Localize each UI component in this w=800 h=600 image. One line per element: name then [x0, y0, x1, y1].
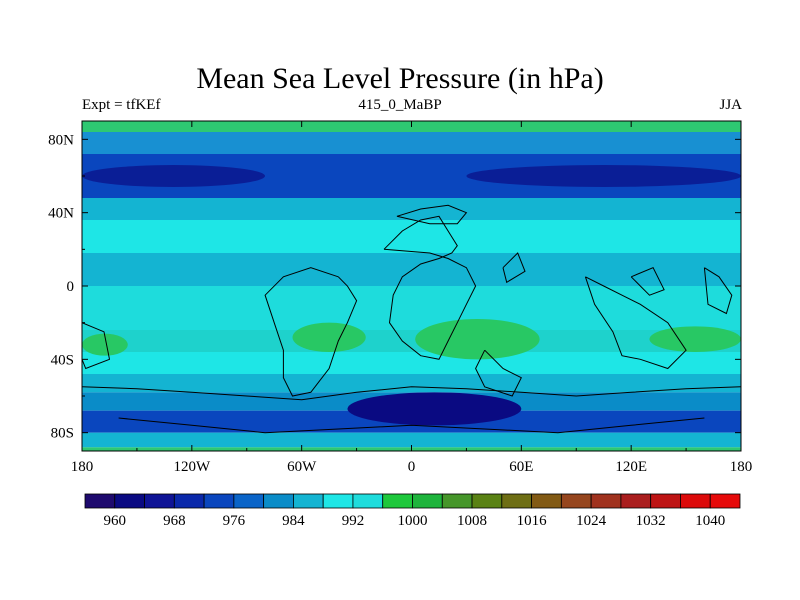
pressure-band-9 [82, 374, 741, 393]
pressure-band-6 [82, 286, 741, 330]
colorbar-swatch-9 [352, 493, 384, 509]
high-pressure-cell-5 [415, 319, 540, 360]
colorbar-label: 984 [282, 513, 305, 529]
x-tick-label: 120W [173, 459, 211, 475]
colorbar-swatch-4 [203, 493, 235, 509]
colorbar-swatch-17 [590, 493, 622, 509]
colorbar-label: 1008 [457, 513, 487, 529]
pressure-band-1 [82, 132, 741, 154]
coastline-7 [118, 417, 705, 434]
colorbar-swatch-5 [233, 493, 265, 509]
coastline-8 [475, 349, 522, 397]
coastline-2 [264, 267, 358, 397]
subtitle-left: Expt = tfKEf [82, 97, 161, 113]
subtitle-center: 415_0_MaBP [358, 97, 442, 113]
pressure-band-7 [82, 330, 741, 352]
colorbar-swatch-6 [263, 493, 294, 509]
colorbar-label: 1024 [576, 513, 607, 529]
map-layer [82, 121, 741, 451]
colorbar-swatch-21 [709, 493, 741, 509]
y-tick-label: 80N [48, 132, 74, 148]
colorbar-label: 1040 [695, 513, 725, 529]
colorbar-swatch-19 [650, 493, 681, 509]
x-tick-label: 180 [730, 459, 753, 475]
coastline-6 [82, 386, 741, 401]
x-tick-label: 0 [408, 459, 416, 475]
colorbar-swatch-3 [173, 493, 205, 509]
high-pressure-cell-4 [292, 322, 366, 353]
y-tick-label: 80S [51, 426, 74, 442]
colorbar-label: 968 [163, 513, 186, 529]
subtitle-right: JJA [719, 97, 742, 113]
low-pressure-cell-2 [347, 392, 522, 426]
high-pressure-cell-6 [649, 326, 741, 352]
colorbar-label: 1000 [398, 513, 428, 529]
coastline-10 [502, 252, 526, 284]
y-tick-label: 40N [48, 206, 74, 222]
colorbar-swatch-14 [501, 493, 532, 509]
chart-title: Mean Sea Level Pressure (in hPa) [196, 62, 604, 95]
colorbar-swatch-2 [144, 493, 175, 509]
colorbar-swatch-7 [293, 493, 324, 509]
colorbar-label: 1016 [517, 513, 548, 529]
colorbar-label: 992 [342, 513, 365, 529]
coastline-3 [584, 276, 687, 370]
coastline-5 [82, 322, 111, 370]
colorbar-swatch-20 [680, 493, 711, 509]
colorbar-swatch-10 [382, 493, 413, 509]
colorbar-label: 1032 [636, 513, 666, 529]
colorbar: 960 968 976 984 992 1000 1008 1016 1024 1032 1040 [84, 493, 741, 529]
colorbar-swatch-18 [620, 493, 652, 509]
colorbar-swatch-16 [560, 493, 592, 509]
x-tick-label: 60W [287, 459, 317, 475]
high-pressure-cell-3 [82, 333, 128, 356]
low-pressure-cell-1 [466, 165, 741, 187]
coastline-layer [82, 204, 741, 434]
colorbar-swatch-11 [412, 493, 443, 509]
coastline-4 [630, 267, 665, 296]
colorbar-swatch-13 [471, 493, 503, 509]
y-tick-label: 0 [67, 279, 75, 295]
coastline-1 [396, 204, 468, 225]
pressure-band-8 [82, 352, 741, 374]
colorbar-label: 960 [104, 513, 127, 529]
x-tick-label: 180 [71, 459, 94, 475]
x-tick-label: 120E [615, 459, 647, 475]
low-pressure-cell-0 [82, 165, 266, 187]
pressure-band-3 [82, 198, 741, 220]
pressure-band-12 [82, 432, 741, 448]
colorbar-swatch-8 [322, 493, 354, 509]
colorbar-swatch-1 [114, 493, 145, 509]
pressure-band-5 [82, 253, 741, 286]
colorbar-swatch-15 [531, 493, 562, 509]
colorbar-label: 976 [223, 513, 246, 529]
axis-layer: 180 120W 60W 0 60E 120E 180 80N 40N 0 40S 80S [48, 121, 752, 475]
colorbar-swatch-12 [441, 493, 473, 509]
coastline-0 [383, 215, 477, 360]
x-tick-label: 60E [509, 459, 533, 475]
coastline-9 [703, 267, 733, 315]
y-tick-label: 40S [51, 352, 74, 368]
colorbar-swatch-0 [84, 493, 116, 509]
